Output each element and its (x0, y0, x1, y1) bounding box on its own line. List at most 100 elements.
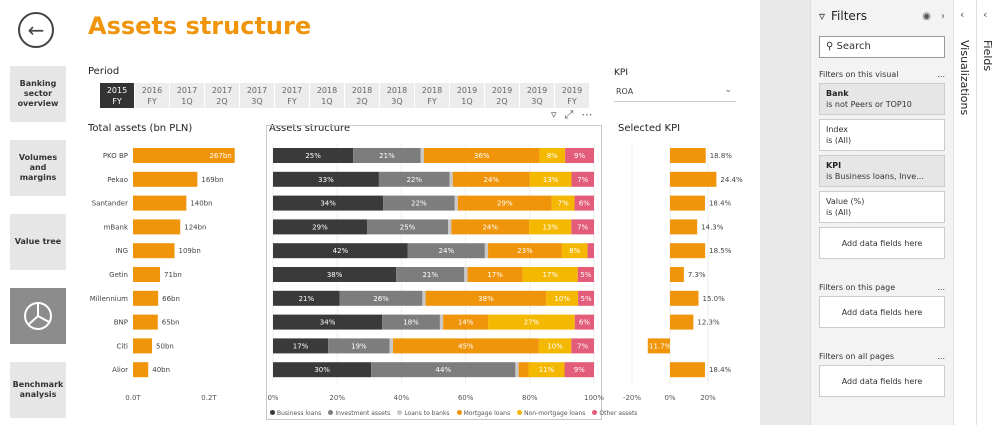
segment-investment-assets (339, 290, 423, 306)
segment-loans-to-banks (484, 243, 489, 259)
filters-pane: ▿ Filters ◉ › ⚲ Search Filters on this v… (810, 0, 953, 425)
data-label: 66bn (162, 295, 180, 303)
data-label: 33% (318, 176, 334, 184)
data-label: 18.5% (709, 247, 732, 255)
more-icon[interactable]: ... (937, 352, 945, 361)
data-label: 29% (497, 200, 513, 208)
nav-banking-sector-overview[interactable]: Banking sector overview (10, 66, 66, 122)
chart-title-total-assets: Total assets (bn PLN) (88, 123, 193, 134)
charts-layer: PKO BP 267bn Pekao 169bn Santander 140bn mBank… (90, 143, 743, 402)
fields-pane[interactable]: ‹ Fields (976, 0, 999, 425)
period-tab-2016-fy[interactable]: 2016 FY (135, 83, 170, 108)
data-label: 24% (483, 176, 499, 184)
data-label: 6% (579, 200, 590, 208)
nav-value-tree[interactable]: Value tree (10, 214, 66, 270)
more-icon[interactable]: ... (937, 283, 945, 292)
chevron-down-icon: ⌄ (724, 85, 732, 95)
segment-business-loans (273, 195, 384, 211)
chart-title-assets-structure: Assets structure (269, 123, 351, 134)
bar-selected-kpi (670, 314, 694, 330)
filter-card-kpi[interactable]: KPI is Business loans, Inve... (819, 155, 945, 187)
bar-total-assets (133, 148, 235, 163)
segment-loans-to-banks (420, 148, 424, 163)
search-icon: ⚲ (826, 41, 834, 52)
data-label: 25% (400, 223, 416, 231)
category-label: ING (115, 247, 128, 255)
focus-mode-icon[interactable]: ⤢ (564, 108, 574, 121)
more-options-icon[interactable]: ⋯ (581, 108, 593, 121)
segment-other-assets (564, 362, 594, 378)
selected-visual-frame[interactable] (266, 125, 602, 420)
legend-item[interactable]: Investment assets (328, 410, 390, 417)
filter-card-bank[interactable]: Bank is not Peers or TOP10 (819, 83, 945, 115)
period-tab-2019-1q[interactable]: 2019 1Q (450, 83, 485, 108)
data-label: 27% (524, 319, 540, 327)
legend-label: Non-mortgage loans (524, 410, 586, 417)
x-tick-label: 80% (522, 394, 538, 402)
nav-volumes-and-margins[interactable]: Volumes and margins (10, 140, 66, 196)
kpi-dropdown[interactable]: ROA ⌄ (614, 82, 736, 102)
more-icon[interactable]: ... (937, 70, 945, 79)
segment-non-mortgage-loans (538, 338, 572, 354)
add-data-fields-visual[interactable]: Add data fields here (819, 227, 945, 259)
filter-card-index[interactable]: Index is (All) (819, 119, 945, 151)
chevron-right-icon[interactable]: › (941, 10, 945, 22)
visualizations-pane[interactable]: ‹ Visualizations (953, 0, 976, 425)
period-tab-2017-fy[interactable]: 2017 FY (275, 83, 310, 108)
period-label: Period (88, 66, 120, 77)
data-label: 124bn (184, 223, 206, 231)
add-data-fields-all-pages[interactable]: Add data fields here (819, 365, 945, 397)
chevron-left-icon[interactable]: ‹ (983, 8, 988, 21)
nav-assets-structure[interactable] (10, 288, 66, 344)
segment-business-loans (273, 171, 379, 187)
data-label: 6% (579, 319, 590, 327)
period-tab-2018-1q[interactable]: 2018 1Q (310, 83, 345, 108)
segment-other-assets (571, 171, 594, 187)
period-tab-2017-2q[interactable]: 2017 2Q (205, 83, 240, 108)
period-tab-2018-fy[interactable]: 2018 FY (415, 83, 450, 108)
data-label: 17% (293, 342, 309, 350)
period-tab-2019-3q[interactable]: 2019 3Q (520, 83, 555, 108)
legend-label: Investment assets (335, 410, 391, 417)
x-tick-label: 20% (700, 394, 716, 402)
data-label: 9% (574, 152, 585, 160)
legend-item[interactable]: Business loans (270, 410, 321, 417)
category-label: BNP (114, 319, 128, 327)
data-label: 24% (439, 247, 455, 255)
data-label: 29% (312, 223, 328, 231)
legend-label: Loans to banks (404, 410, 450, 417)
legend-item[interactable]: Non-mortgage loans (517, 410, 585, 417)
add-data-fields-page[interactable]: Add data fields here (819, 296, 945, 328)
nav-benchmark-analysis[interactable]: Benchmark analysis (10, 362, 66, 418)
data-label: 7% (577, 223, 588, 231)
segment-non-mortgage-loans (488, 314, 575, 330)
back-arrow-icon[interactable]: ← (18, 12, 54, 48)
filter-icon[interactable]: ▿ (551, 108, 557, 121)
chevron-left-icon[interactable]: ‹ (960, 8, 965, 21)
data-label: 11% (539, 366, 555, 374)
filter-card-value[interactable]: Value (%) is (All) (819, 191, 945, 223)
eye-icon[interactable]: ◉ (922, 10, 931, 22)
period-tab-2018-3q[interactable]: 2018 3Q (380, 83, 415, 108)
data-label: 19% (351, 342, 367, 350)
filters-search-input[interactable]: ⚲ Search (819, 36, 945, 58)
data-label: 18.4% (709, 366, 732, 374)
legend-marker (328, 410, 334, 415)
legend-label: Business loans (277, 410, 322, 417)
data-label: 8% (569, 247, 580, 255)
period-tab-2017-1q[interactable]: 2017 1Q (170, 83, 205, 108)
period-tab-2017-3q[interactable]: 2017 3Q (240, 83, 275, 108)
period-tab-2018-2q[interactable]: 2018 2Q (345, 83, 380, 108)
category-label: Pekao (107, 176, 128, 184)
legend-item[interactable]: Loans to banks (397, 410, 450, 417)
legend-item[interactable]: Other assets (592, 410, 637, 417)
data-label: 22% (406, 176, 422, 184)
data-label: 7% (577, 176, 588, 184)
period-tab-2019-2q[interactable]: 2019 2Q (485, 83, 520, 108)
legend-item[interactable]: Mortgage loans (456, 410, 510, 417)
period-tab-2015-fy[interactable]: 2015 FY (100, 83, 135, 108)
period-slicer: 2015 FY 2016 FY 2017 1Q 2017 2Q 2017 3Q 2017 FY 2018… (100, 83, 590, 108)
segment-other-assets (571, 219, 594, 235)
x-tick-label: 0% (664, 394, 675, 402)
period-tab-2019-fy[interactable]: 2019 FY (555, 83, 590, 108)
